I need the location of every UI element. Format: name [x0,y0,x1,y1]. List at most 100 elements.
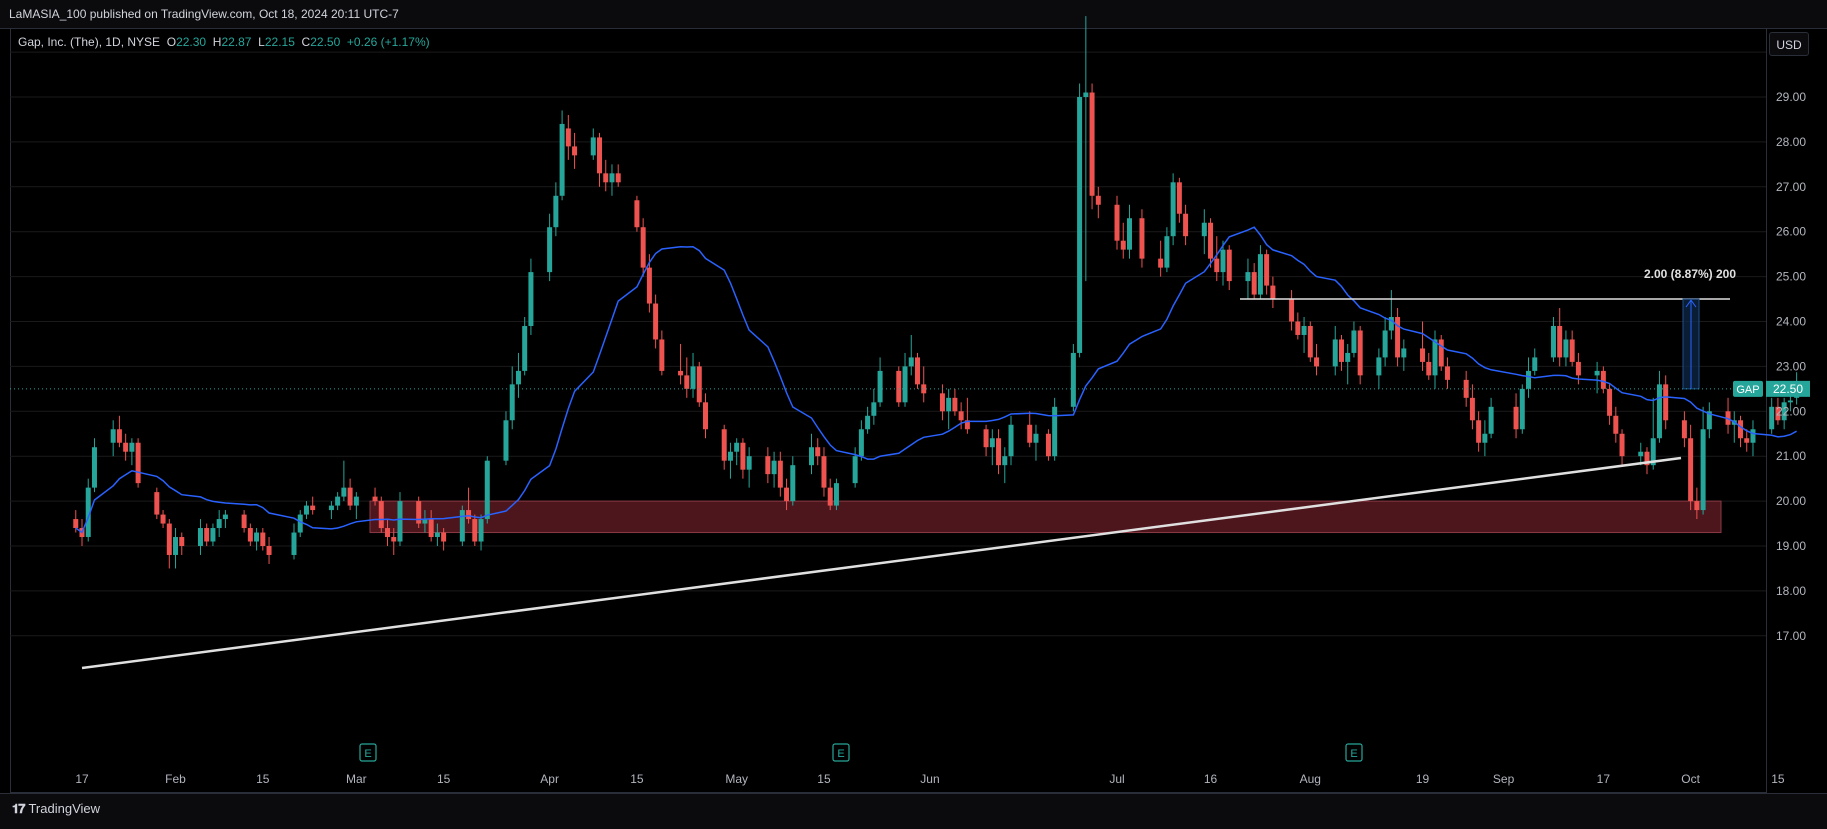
candle-body [1532,357,1538,371]
candle-body [1201,222,1207,237]
last-price-tag-bg [1766,380,1810,397]
candle-body [484,460,490,520]
candle-body [116,429,122,443]
candle-body [197,528,203,546]
candle-body [1345,352,1351,362]
y-tick-label: 18.00 [1776,584,1806,598]
candle-body [1681,420,1687,439]
candle [902,352,908,407]
candle [210,523,216,546]
candle [509,366,515,430]
candle [459,505,465,546]
candle [727,442,733,479]
candle-body [1351,330,1357,353]
candle-body [696,366,702,403]
candle [1750,420,1756,457]
candle-body [222,514,228,520]
candle-body [1295,321,1301,335]
candle [1002,447,1008,484]
candle-body [721,429,727,461]
candle [441,528,447,551]
candle-body [952,397,958,412]
candle-body [1613,415,1619,434]
candle-body [385,528,391,538]
candle-body [1526,370,1532,389]
candle-body [1139,218,1145,259]
candle-body [1301,325,1307,335]
candle-body [291,532,297,555]
candle [989,429,995,466]
candle-body [684,375,690,389]
candle [1526,357,1532,398]
candle [110,420,116,457]
candle [1781,397,1787,430]
candle [559,110,565,201]
candle [1688,424,1694,511]
x-tick-label: May [725,772,748,786]
candle [1769,397,1775,434]
candle [790,456,796,506]
candle [1469,384,1475,430]
candle-body [129,442,135,452]
candle [1332,325,1338,376]
candle-body [1289,299,1295,322]
candle-body [1638,451,1644,457]
candle [1270,276,1276,309]
tradingview-brand[interactable]: 𝟏𝟕 TradingView [12,801,100,817]
candle [1694,487,1700,520]
candle-body [310,505,316,511]
y-tick-label: 17.00 [1776,629,1806,643]
candle [1607,384,1613,425]
candle [515,352,521,398]
candle [565,114,571,160]
candle [1432,330,1438,389]
candle [952,388,958,416]
candle-body [734,442,740,452]
legend-open: 22.30 [176,35,207,49]
candle-body [1033,433,1039,443]
candle [173,528,179,569]
currency-button[interactable]: USD [1769,32,1809,56]
candle [1008,415,1014,466]
candle [808,433,814,475]
candle-body [1438,339,1444,367]
candle-body [646,267,652,304]
candle [653,294,659,349]
candle-body [808,447,814,466]
candle-body [1694,501,1700,511]
candle [310,496,316,515]
candle [640,218,646,277]
candle-body [1706,411,1712,430]
candle [996,429,1002,475]
candle-body [1426,361,1432,376]
candle-body [1077,97,1083,353]
candle [1351,321,1357,358]
candle-body [703,402,708,430]
candle [247,523,253,546]
candle [1214,236,1220,282]
candle [1176,177,1182,223]
candle [1488,397,1494,439]
candle [1663,375,1669,430]
candle-body [341,487,347,497]
candle-body [914,357,920,385]
candle-body [353,496,359,506]
candle-body [503,420,509,461]
candle-body [1563,339,1569,358]
candle [1295,312,1301,340]
candle-body [964,420,970,430]
candle-body [908,357,914,367]
candle-body [441,532,447,542]
candle-body [73,519,79,529]
candle-body [1270,285,1276,300]
candle-body [266,546,272,555]
candle [1376,348,1382,389]
candle-body [609,173,615,183]
candle-body [1120,240,1126,250]
candle-body [827,487,833,506]
candle [1700,406,1706,515]
candle-body [428,519,434,538]
legend-low: 22.15 [264,35,295,49]
chart-frame[interactable] [10,28,1767,793]
